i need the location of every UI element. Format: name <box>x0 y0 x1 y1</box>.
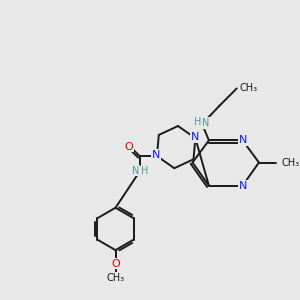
Text: H: H <box>141 167 148 176</box>
Text: H: H <box>194 117 201 127</box>
Text: N: N <box>152 150 160 160</box>
Text: N: N <box>191 132 200 142</box>
Text: CH₃: CH₃ <box>240 83 258 93</box>
Text: O: O <box>125 142 134 152</box>
Text: N: N <box>132 166 140 176</box>
Text: CH₃: CH₃ <box>281 158 299 167</box>
Text: CH₃: CH₃ <box>106 273 124 283</box>
Text: N: N <box>239 181 248 190</box>
Text: N: N <box>239 135 248 146</box>
Text: O: O <box>111 259 120 269</box>
Text: N: N <box>202 118 210 128</box>
